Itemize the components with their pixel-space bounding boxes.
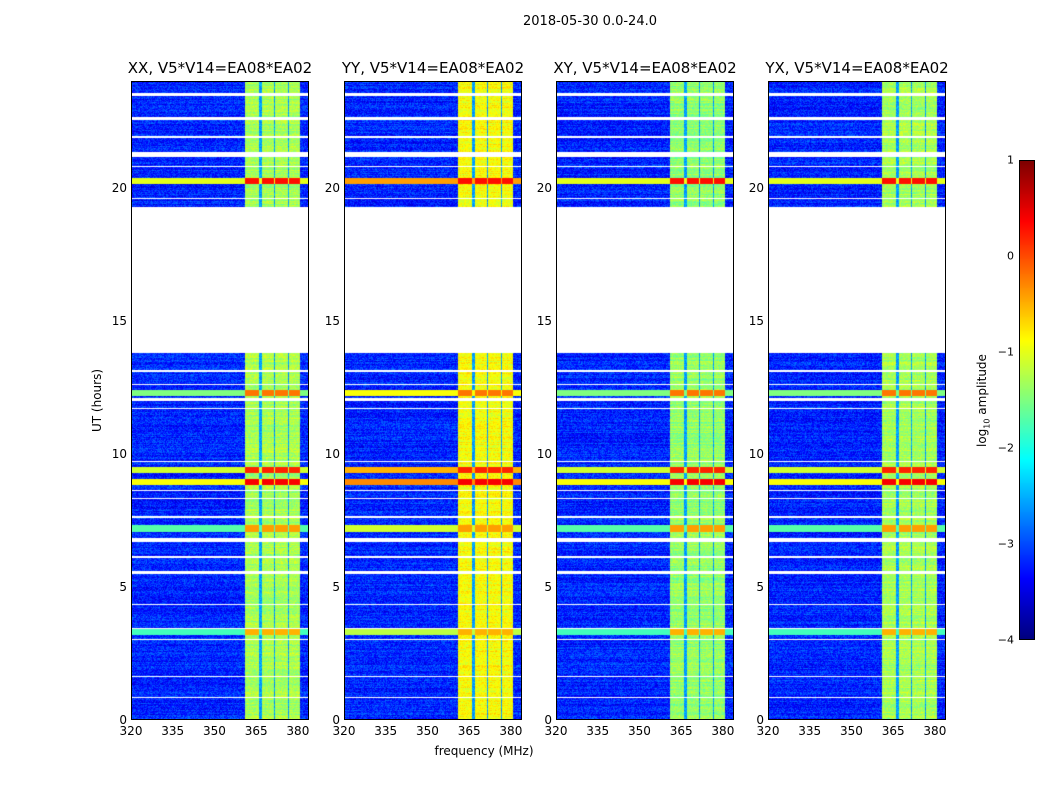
x-tick-label: 365: [244, 724, 268, 738]
y-tick-label: 0: [756, 713, 764, 727]
y-tick-label: 10: [748, 446, 764, 461]
x-tick-label: 380: [923, 724, 947, 738]
x-tick-label: 365: [669, 724, 693, 738]
y-tick-label: 5: [544, 579, 552, 594]
colorbar-tick-label: −2: [997, 441, 1014, 455]
y-tick-label: 15: [324, 313, 340, 328]
y-tick-label: 15: [748, 313, 764, 328]
spectrogram-heatmap: [769, 82, 945, 719]
y-tick-label: 10: [536, 446, 552, 461]
y-tick-label: 0: [544, 713, 552, 727]
panel-title: XX, V5*V14=EA08*EA02: [127, 59, 313, 77]
y-tick-label: 5: [756, 579, 764, 594]
colorbar-tick-label: 0: [1007, 249, 1014, 263]
spectrogram-panel-0: [131, 81, 309, 720]
x-axis-label: frequency (MHz): [434, 744, 534, 758]
x-tick-label: 350: [839, 724, 863, 738]
y-tick-label: 0: [119, 713, 127, 727]
y-axis-label: UT (hours): [90, 368, 104, 432]
spectrogram-heatmap: [345, 82, 521, 719]
x-tick-label: 380: [711, 724, 735, 738]
y-tick-label: 15: [536, 313, 552, 328]
spectrogram-heatmap: [557, 82, 733, 719]
x-tick-label: 365: [881, 724, 905, 738]
x-tick-label: 350: [415, 724, 439, 738]
y-tick-label: 15: [111, 313, 127, 328]
x-tick-label: 320: [756, 724, 780, 738]
x-tick-label: 335: [586, 724, 610, 738]
spectrogram-panel-2: [556, 81, 734, 720]
colorbar-label: log10 amplitude: [975, 354, 992, 447]
colorbar-tick-label: 1: [1007, 153, 1014, 167]
spectrogram-heatmap: [132, 82, 308, 719]
x-tick-label: 335: [374, 724, 398, 738]
spectrogram-panel-1: [344, 81, 522, 720]
colorbar: [1019, 160, 1035, 640]
colorbar-tick-label: −3: [997, 537, 1014, 551]
colorbar-tick-label: −4: [997, 633, 1014, 647]
x-tick-label: 380: [499, 724, 523, 738]
panel-title: YY, V5*V14=EA08*EA02: [341, 59, 525, 77]
y-tick-label: 20: [111, 180, 127, 195]
y-tick-label: 5: [119, 579, 127, 594]
x-tick-label: 380: [286, 724, 310, 738]
x-tick-label: 350: [627, 724, 651, 738]
spectrogram-panel-3: [768, 81, 946, 720]
x-tick-label: 320: [119, 724, 143, 738]
x-tick-label: 350: [202, 724, 226, 738]
colorbar-tick-label: −1: [997, 345, 1014, 359]
y-tick-label: 5: [332, 579, 340, 594]
y-tick-label: 20: [536, 180, 552, 195]
y-tick-label: 10: [324, 446, 340, 461]
y-tick-label: 20: [748, 180, 764, 195]
y-tick-label: 20: [324, 180, 340, 195]
x-tick-label: 320: [332, 724, 356, 738]
panel-title: YX, V5*V14=EA08*EA02: [765, 59, 949, 77]
x-tick-label: 365: [457, 724, 481, 738]
x-tick-label: 335: [798, 724, 822, 738]
x-tick-label: 320: [544, 724, 568, 738]
figure-title: 2018-05-30 0.0-24.0: [523, 14, 657, 29]
y-tick-label: 10: [111, 446, 127, 461]
y-tick-label: 0: [332, 713, 340, 727]
panel-title: XY, V5*V14=EA08*EA02: [553, 59, 737, 77]
x-tick-label: 335: [161, 724, 185, 738]
